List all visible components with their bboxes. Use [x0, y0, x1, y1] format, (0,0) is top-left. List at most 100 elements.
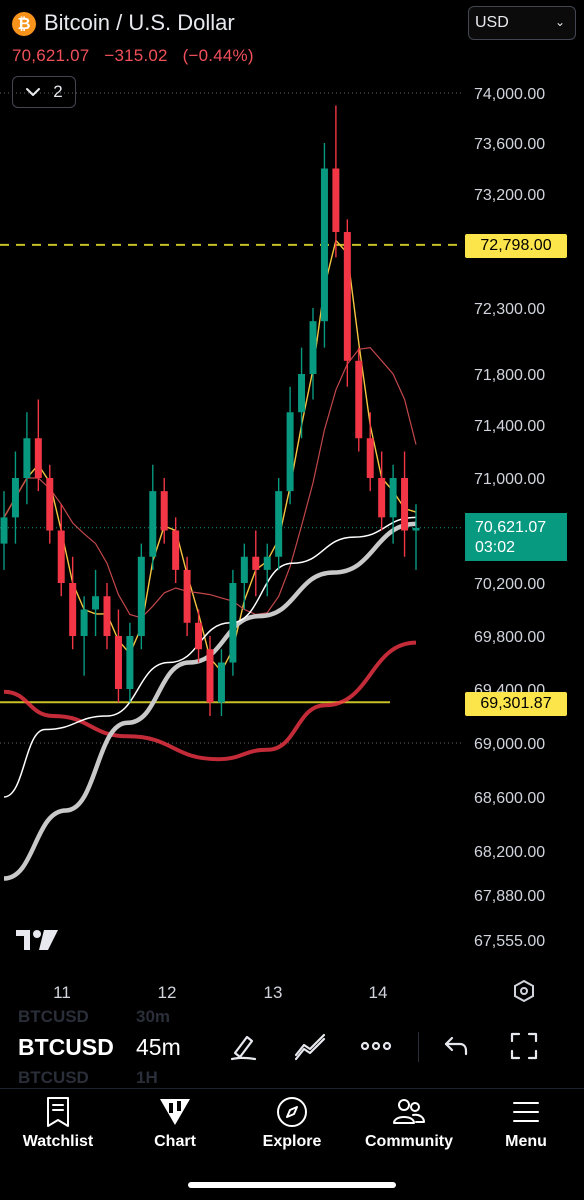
- candle: [103, 583, 111, 650]
- indicators-count: 2: [53, 82, 63, 101]
- y-tick-label: 71,000.00: [474, 471, 545, 488]
- y-tick-label: 72,300.00: [474, 301, 545, 318]
- timeframe-button[interactable]: 45m: [136, 1034, 181, 1060]
- price-chart[interactable]: 74,000.00 73,600.00 73,200.00 72,300.00 71,8…: [0, 0, 584, 1010]
- trend-lines-icon: [294, 1033, 326, 1061]
- candle: [183, 556, 191, 636]
- fullscreen-button[interactable]: [506, 1028, 542, 1064]
- candle: [92, 569, 100, 636]
- level-label-high[interactable]: 72,798.00: [465, 234, 567, 258]
- x-tick-label: 14: [369, 983, 388, 1002]
- chevron-down-icon: [26, 88, 41, 96]
- candle: [355, 347, 363, 452]
- nav-menu-label: Menu: [505, 1133, 547, 1150]
- nav-community-label: Community: [365, 1133, 453, 1150]
- nav-chart[interactable]: Chart: [117, 1093, 233, 1163]
- nav-explore-label: Explore: [262, 1133, 322, 1150]
- menu-icon: [513, 1102, 539, 1122]
- ma-200-line: [3, 640, 417, 762]
- undo-button[interactable]: [438, 1028, 474, 1064]
- nav-menu[interactable]: Menu: [468, 1093, 584, 1163]
- currency-select[interactable]: USD ⌄: [468, 6, 576, 40]
- y-tick-label: 74,000.00: [474, 86, 545, 103]
- y-tick-label: 71,400.00: [474, 418, 545, 435]
- y-tick-label: 70,200.00: [474, 576, 545, 593]
- indicators-toggle-button[interactable]: 2: [12, 76, 76, 108]
- ghost-symbol-below: BTCUSD: [18, 1068, 89, 1087]
- x-tick-label: 11: [53, 983, 71, 1002]
- y-tick-label: 68,200.00: [474, 844, 545, 861]
- y-tick-label: 68,600.00: [474, 790, 545, 807]
- y-tick-label: 67,880.00: [474, 888, 545, 905]
- ghost-timeframe-below: 1H: [136, 1068, 158, 1087]
- candle: [34, 399, 42, 492]
- candle: [217, 649, 225, 716]
- candle: [378, 451, 386, 531]
- bar-countdown: 03:02: [475, 539, 516, 556]
- y-tick-label: 69,000.00: [474, 736, 545, 753]
- y-tick-label: 73,200.00: [474, 187, 545, 204]
- nav-explore[interactable]: Explore: [234, 1093, 350, 1163]
- candle: [149, 464, 157, 570]
- candle: [160, 478, 168, 544]
- bitcoin-logo-icon: ₿: [12, 12, 36, 36]
- candle: [229, 569, 237, 676]
- chevron-down-icon: ⌄: [554, 15, 565, 29]
- draw-tool-button[interactable]: [226, 1028, 262, 1064]
- candle: [23, 412, 31, 505]
- level-label-low[interactable]: 69,301.87: [465, 692, 567, 716]
- candle: [172, 517, 180, 583]
- nav-community[interactable]: Community: [351, 1093, 467, 1163]
- candle: [114, 609, 122, 703]
- nav-chart-label: Chart: [154, 1133, 196, 1150]
- symbol-title[interactable]: Bitcoin / U.S. Dollar: [44, 10, 235, 35]
- symbol-button[interactable]: BTCUSD: [18, 1034, 114, 1060]
- candle: [343, 219, 351, 387]
- ghost-timeframe-above: 30m: [136, 1007, 171, 1026]
- price-summary: 70,621.07 −315.02 (−0.44%): [12, 46, 264, 66]
- current-price-value: 70,621.07: [475, 519, 547, 536]
- tradingview-logo-icon: [16, 930, 58, 950]
- more-dots-icon: [360, 1041, 392, 1051]
- price-change-percent: (−0.44%): [182, 46, 254, 65]
- candle: [401, 451, 409, 557]
- bottom-navigation: Watchlist Chart Explore Community Me: [0, 1088, 584, 1200]
- ma-100-line: [3, 521, 417, 881]
- ghost-symbol-above: BTCUSD: [18, 1007, 89, 1026]
- undo-icon: [444, 1036, 468, 1056]
- nav-watchlist[interactable]: Watchlist: [0, 1093, 116, 1163]
- currency-value: USD: [475, 14, 509, 31]
- candle: [332, 105, 340, 258]
- community-icon: [393, 1099, 425, 1124]
- candle: [240, 543, 248, 610]
- fullscreen-icon: [510, 1032, 538, 1060]
- more-options-button[interactable]: [358, 1028, 394, 1064]
- candle: [0, 491, 8, 570]
- candle: [137, 543, 145, 650]
- last-price: 70,621.07: [12, 46, 90, 65]
- candle: [389, 464, 397, 544]
- candle: [320, 143, 328, 348]
- candle: [126, 622, 134, 703]
- toolbar-divider: [418, 1032, 419, 1062]
- y-tick-label: 67,555.00: [474, 933, 545, 950]
- chart-settings-icon[interactable]: [514, 979, 534, 1003]
- chart-icon: [160, 1099, 190, 1125]
- watchlist-icon: [47, 1097, 69, 1127]
- compass-icon: [277, 1097, 307, 1127]
- current-price-label: 70,621.07 03:02: [465, 513, 567, 561]
- y-tick-label: 73,600.00: [474, 136, 545, 153]
- candle: [69, 556, 77, 650]
- chart-header: ₿ Bitcoin / U.S. Dollar 70,621.07 −315.0…: [0, 0, 584, 110]
- candle: [80, 596, 88, 676]
- candle: [412, 504, 420, 570]
- candle: [252, 530, 260, 597]
- candle: [286, 386, 294, 505]
- home-indicator: [188, 1182, 396, 1188]
- candle: [366, 412, 374, 492]
- ma-fast-line: [3, 238, 417, 673]
- pen-icon: [230, 1035, 257, 1061]
- drawing-templates-button[interactable]: [292, 1028, 328, 1064]
- candle: [195, 609, 203, 663]
- x-tick-label: 13: [264, 983, 283, 1002]
